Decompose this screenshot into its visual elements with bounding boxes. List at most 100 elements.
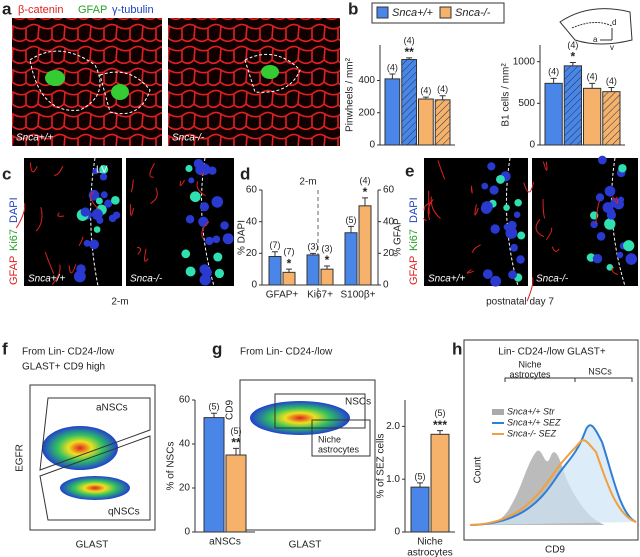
y-tick-label: 1.0 [386,474,400,485]
genotype: Snca-/- [172,133,205,144]
stain-label: GFAP [408,256,420,285]
panel-letter: e [405,161,414,180]
region-label: Niche [518,359,541,369]
process [612,196,619,204]
ventricle-label: LV [96,165,108,176]
n-label: (4) [548,67,559,77]
nucleus [592,253,603,264]
process [129,204,135,216]
nucleus [597,155,607,165]
significance: *** [433,418,447,432]
n-label: (4) [587,72,598,82]
nucleus [89,239,100,250]
nucleus [111,195,120,205]
significance: * [363,185,368,199]
orientation: v [610,43,614,52]
nucleus [205,236,214,246]
age-label: 2-m [299,177,316,188]
brain-schematic [559,8,633,45]
process [526,277,534,302]
nucleus [517,231,526,240]
y2-axis-label: % GFAP [393,218,404,257]
nucleus [189,191,201,203]
n-label: (4) [420,85,431,95]
y2-tick-label: 60 [383,185,395,196]
category-label: S100β+ [341,290,376,301]
bar [306,254,320,286]
n-label: (4) [387,62,398,72]
nucleus [185,164,193,173]
population-label: Niche [318,434,341,444]
bar [384,78,401,146]
nucleus [99,173,108,181]
panel-letter: f [2,339,8,358]
y-tick-label: 500 [518,98,535,109]
significance: ** [404,45,414,59]
process [44,251,55,274]
nucleus [590,220,598,229]
n-label: (5) [231,426,242,436]
legend-swatch [439,6,452,19]
gate-label: GLAST+ CD9 high [22,362,105,373]
process [35,207,43,232]
nucleus [616,251,624,259]
axis-label: CD9 [225,400,236,420]
nucleus [516,255,525,264]
y-tick-label: 1000 [513,56,536,67]
process [611,266,618,276]
error-bar [310,252,316,255]
error-bar [362,197,368,206]
hatch [435,99,450,145]
nucleus [199,202,210,212]
gate-label: From Lin- CD24-/low [240,347,333,358]
y-axis-label: % of SEZ cells [376,433,387,498]
n-label: (5) [435,408,446,418]
nucleus [199,264,210,275]
n-label: (3) [308,242,319,252]
bar [544,82,563,146]
process [423,217,427,222]
genotype: Snca+/+ [428,274,465,285]
y-tick-label: 0 [369,140,375,151]
process [472,244,481,254]
bar [268,256,282,286]
process [144,248,149,262]
age-label: postnatal day 7 [486,297,554,308]
legend-label: Snca-/- SEZ [507,428,557,438]
nucleus [595,193,605,202]
panel-letter: a [2,0,12,18]
stain-label: Ki67 [8,229,20,251]
legend-label: Snca-/- [455,7,491,19]
bar [358,205,372,286]
orientation: a [593,35,598,44]
nucleus [212,235,221,244]
panel-letter: h [452,339,462,358]
process [545,227,553,241]
error-bar [422,96,429,100]
panel-letter: c [2,164,11,183]
nucleus [214,268,225,279]
nucleus [513,211,521,218]
n-label: (4) [437,84,448,94]
process [595,200,601,225]
region-bracket [504,377,633,382]
nucleus [481,182,489,190]
stain-label: Ki67 [408,229,420,251]
axis-label: GLAST [76,540,109,551]
nucleus [222,233,234,245]
error-bar [417,482,423,488]
error-bar [550,77,557,84]
y-tick-label: 40 [179,439,191,450]
nucleus [481,201,493,213]
hatch [564,65,582,145]
y-tick-label: 2.0 [386,421,400,432]
genotype: Snca-/- [130,274,163,285]
nucleus [77,271,85,279]
n-label: (5) [346,215,357,225]
error-bar [211,412,217,418]
panel-letter: g [212,339,222,358]
process [136,246,142,255]
y-axis-label: B1 cells / mm² [501,63,512,127]
stain-label: DAPI [8,197,20,223]
